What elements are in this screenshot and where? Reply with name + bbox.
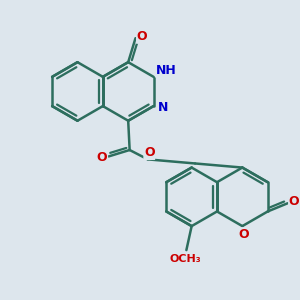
Text: O: O — [144, 146, 154, 159]
Text: O: O — [97, 151, 107, 164]
Text: OCH₃: OCH₃ — [169, 254, 201, 265]
Text: O: O — [238, 228, 249, 241]
Text: NH: NH — [155, 64, 176, 77]
Text: N: N — [158, 101, 168, 114]
Text: O: O — [136, 30, 147, 43]
Text: O: O — [289, 195, 299, 208]
